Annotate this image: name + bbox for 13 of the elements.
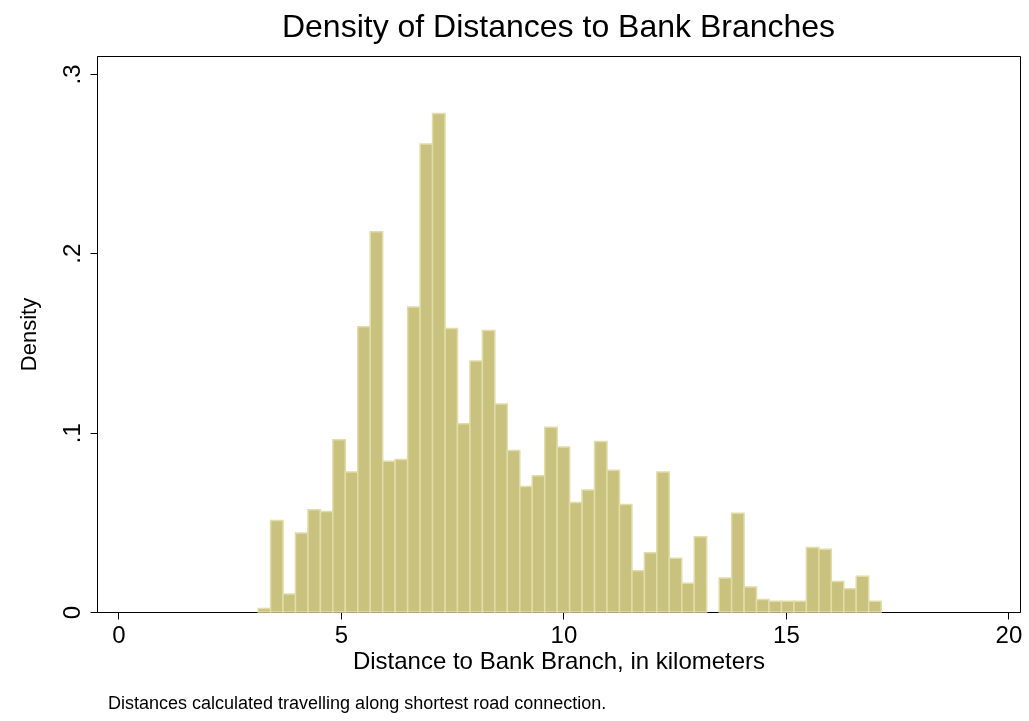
y-axis-title: Density [15, 297, 41, 372]
y-tick-label: .2 [57, 243, 85, 264]
text: Distances calculated travelling along shortest road connection. [108, 693, 607, 714]
x-tick-label: 10 [550, 620, 578, 648]
chart-title: Density of Distances to Bank Branches [281, 8, 836, 44]
x-tick-label: 5 [334, 620, 349, 648]
x-tick-label: 20 [995, 620, 1023, 648]
x-tick-label: 15 [773, 620, 800, 648]
x-tick-label: 0 [112, 620, 126, 648]
x-axis-title: Distance to Bank Branch, in kilometers [352, 646, 766, 674]
y-tick-label: .1 [57, 423, 85, 444]
y-tick-label: .3 [57, 64, 85, 85]
y-tick-label: 0 [57, 605, 85, 620]
